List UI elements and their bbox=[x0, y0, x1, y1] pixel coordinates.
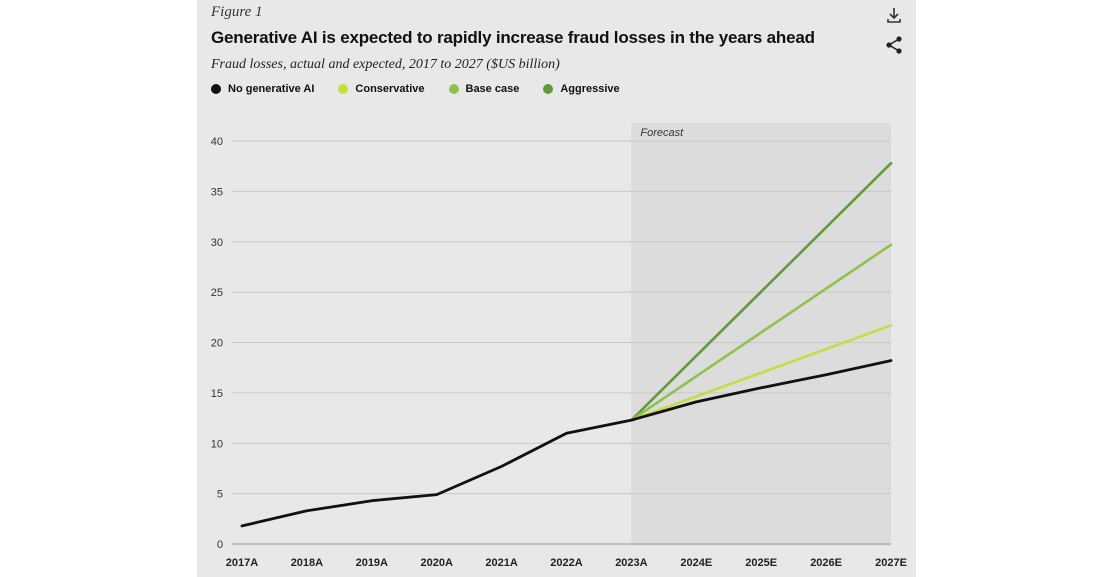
legend-label: Base case bbox=[465, 83, 520, 95]
y-tick-label: 30 bbox=[211, 237, 223, 249]
download-icon[interactable] bbox=[883, 4, 905, 26]
series-line-no-generative-ai bbox=[240, 359, 893, 528]
y-tick-label: 0 bbox=[217, 539, 223, 551]
legend-item-base-case: Base case bbox=[448, 83, 520, 95]
legend-swatch bbox=[338, 84, 349, 94]
x-tick-label: 2026E bbox=[810, 557, 842, 569]
legend-swatch bbox=[543, 84, 554, 94]
x-tick-label: 2019A bbox=[356, 557, 388, 569]
series-line-aggressive bbox=[630, 161, 893, 422]
x-tick-label: 2017A bbox=[226, 557, 258, 569]
x-tick-label: 2023A bbox=[615, 557, 647, 569]
figure-label: Figure 1 bbox=[211, 4, 263, 20]
line-chart: Forecast 0 5 10 15 20 25 30 35 40 2017A 2018A 2019A 2… bbox=[211, 123, 907, 569]
y-tick-label: 5 bbox=[217, 489, 223, 501]
legend-swatch bbox=[211, 84, 221, 94]
series-line-base-case bbox=[630, 243, 893, 422]
forecast-label: Forecast bbox=[640, 127, 684, 139]
x-tick-label: 2022A bbox=[550, 557, 582, 569]
legend-label: Conservative bbox=[355, 83, 425, 95]
legend-swatch bbox=[448, 84, 459, 94]
y-tick-label: 25 bbox=[211, 287, 223, 299]
x-tick-label: 2020A bbox=[420, 557, 452, 569]
legend-label: No generative AI bbox=[228, 83, 315, 95]
y-tick-label: 35 bbox=[211, 186, 223, 198]
x-tick-label: 2018A bbox=[291, 557, 323, 569]
x-tick-label: 2024E bbox=[680, 557, 712, 569]
series-line-conservative bbox=[630, 324, 893, 422]
chart-title: Generative AI is expected to rapidly inc… bbox=[211, 28, 815, 47]
chart-panel: Figure 1 Generative AI is expected to ra… bbox=[197, 0, 916, 577]
legend-item-conservative: Conservative bbox=[338, 83, 425, 95]
x-tick-label: 2027E bbox=[875, 557, 907, 569]
chart-subtitle: Fraud losses, actual and expected, 2017 … bbox=[211, 57, 560, 72]
legend-label: Aggressive bbox=[560, 83, 620, 95]
legend-item-aggressive: Aggressive bbox=[543, 83, 620, 95]
share-icon[interactable] bbox=[883, 34, 905, 56]
legend-item-no-generative-ai: No generative AI bbox=[211, 83, 314, 95]
y-tick-label: 40 bbox=[211, 136, 223, 148]
forecast-region bbox=[631, 123, 891, 546]
x-tick-label: 2021A bbox=[485, 557, 517, 569]
y-tick-label: 15 bbox=[211, 388, 223, 400]
x-tick-label: 2025E bbox=[745, 557, 777, 569]
y-tick-label: 20 bbox=[211, 338, 223, 350]
legend: No generative AI Conservative Base case … bbox=[211, 83, 620, 95]
y-tick-label: 10 bbox=[211, 438, 223, 450]
